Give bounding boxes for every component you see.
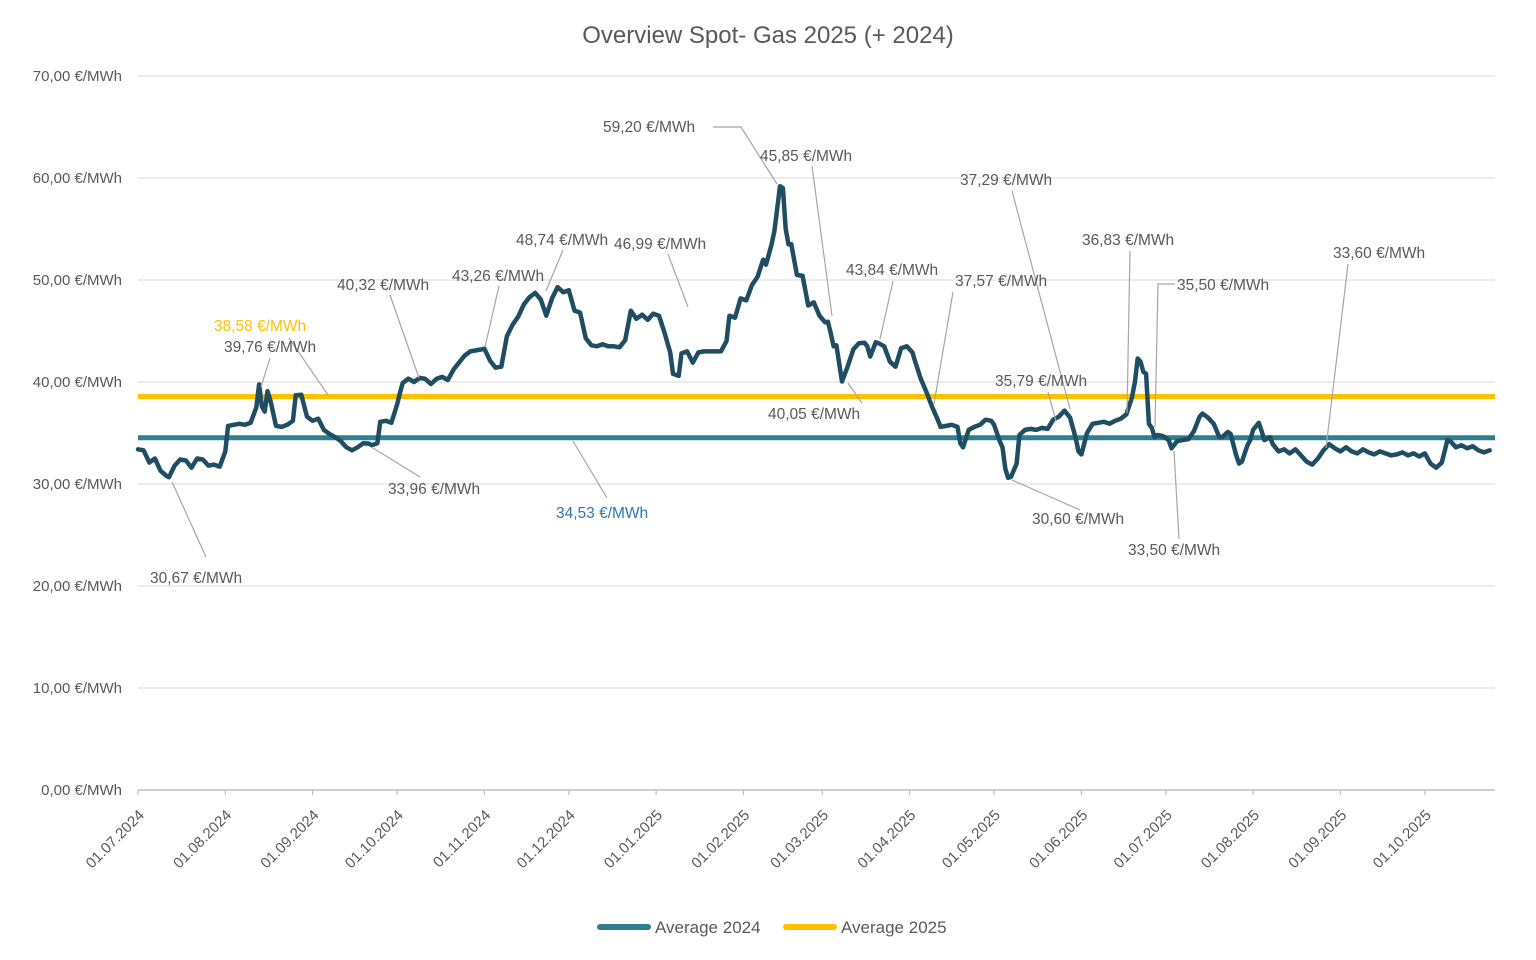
x-axis-tick-label: 01.11.2024 <box>430 807 494 871</box>
annotation-label: 33,96 €/MWh <box>388 481 480 498</box>
legend: Average 2024 Average 2025 <box>597 918 947 937</box>
y-axis-tick-label: 70,00 €/MWh <box>33 68 122 85</box>
annotation-label: 43,26 €/MWh <box>452 268 544 285</box>
legend-label-average-2024[interactable]: Average 2024 <box>655 918 761 937</box>
x-axis-tick-label: 01.08.2025 <box>1198 807 1263 872</box>
x-axis-tick-label: 01.07.2024 <box>83 807 148 872</box>
x-axis-tick-label: 01.05.2025 <box>939 807 1004 872</box>
annotation-leader-line <box>1173 450 1180 540</box>
annotation-leader-line <box>1047 391 1057 422</box>
x-axis-tick-label: 01.06.2025 <box>1026 807 1091 872</box>
annotation-label: 35,50 €/MWh <box>1177 277 1269 294</box>
x-axis-tick-label: 01.12.2024 <box>514 807 579 872</box>
annotation-label: 40,05 €/MWh <box>768 406 860 423</box>
gridlines <box>138 75 1495 791</box>
annotation-leader-line <box>1011 190 1071 410</box>
annotation-label: 30,60 €/MWh <box>1032 511 1124 528</box>
spot-price-line[interactable] <box>135 183 1492 481</box>
annotation-leader-line <box>1325 263 1349 449</box>
annotation-label: 43,84 €/MWh <box>846 262 938 279</box>
x-axis-tick-label: 01.10.2025 <box>1370 807 1435 872</box>
y-axis-tick-label: 40,00 €/MWh <box>33 374 122 391</box>
annotation-label: 33,50 €/MWh <box>1128 542 1220 559</box>
annotation-leader-line <box>572 440 608 499</box>
y-axis-tick-label: 0,00 €/MWh <box>41 782 122 799</box>
y-axis-labels: 70,00 €/MWh 60,00 €/MWh 50,00 €/MWh 40,00 €… <box>33 68 122 799</box>
annotation-leader-line <box>484 285 500 348</box>
annotations: 30,67 €/MWh 38,58 €/MWh 39,76 €/MWh 40,32 €… <box>150 119 1425 587</box>
y-axis-tick-label: 30,00 €/MWh <box>33 476 122 493</box>
annotation-leader-line <box>847 382 863 404</box>
annotation-leader-line <box>667 253 689 308</box>
annotation-label: 48,74 €/MWh <box>516 232 608 249</box>
annotation-label: 33,60 €/MWh <box>1333 245 1425 262</box>
annotation-label: 37,57 €/MWh <box>955 273 1047 290</box>
x-axis-tick-label: 01.07.2025 <box>1111 807 1176 872</box>
annotation-label: 40,32 €/MWh <box>337 277 429 294</box>
annotation-leader-line <box>288 337 329 396</box>
y-axis-tick-label: 60,00 €/MWh <box>33 170 122 187</box>
annotation-label: 39,76 €/MWh <box>224 339 316 356</box>
x-axis-tick-label: 01.10.2024 <box>342 807 407 872</box>
annotation-leader-line <box>879 280 894 340</box>
y-axis-tick-label: 50,00 €/MWh <box>33 272 122 289</box>
annotation-leader-line <box>260 357 271 388</box>
x-axis-labels: 01.07.2024 01.08.2024 01.09.2024 01.10.2024… <box>83 790 1435 872</box>
x-axis-tick-label: 01.09.2025 <box>1285 807 1350 872</box>
x-axis-tick-label: 01.01.2025 <box>601 807 666 872</box>
annotation-leader-line <box>933 291 954 405</box>
annotation-label: 35,79 €/MWh <box>995 373 1087 390</box>
annotation-leader-line <box>1011 479 1081 511</box>
annotation-label: 37,29 €/MWh <box>960 172 1052 189</box>
annotation-leader-line <box>389 294 420 379</box>
x-axis-tick-label: 01.04.2025 <box>854 807 919 872</box>
annotation-leader-line <box>1126 250 1131 414</box>
legend-label-average-2025[interactable]: Average 2025 <box>841 918 947 937</box>
price-series <box>135 183 1492 481</box>
x-axis-tick-label: 01.03.2025 <box>767 807 832 872</box>
chart-title: Overview Spot- Gas 2025 (+ 2024) <box>582 22 954 49</box>
annotation-leader-line <box>372 447 421 478</box>
x-axis-tick-label: 01.02.2025 <box>688 807 753 872</box>
y-axis-tick-label: 10,00 €/MWh <box>33 680 122 697</box>
annotation-leader-line <box>1154 283 1175 428</box>
y-axis-tick-label: 20,00 €/MWh <box>33 578 122 595</box>
annotation-label: 46,99 €/MWh <box>614 236 706 253</box>
annotation-label: 34,53 €/MWh <box>556 505 648 522</box>
annotation-leader-line <box>545 249 564 292</box>
annotation-label: 30,67 €/MWh <box>150 570 242 587</box>
x-axis-tick-label: 01.09.2024 <box>257 807 322 872</box>
annotation-label: 38,58 €/MWh <box>214 318 306 335</box>
annotation-leader-line <box>171 481 207 558</box>
annotation-label: 36,83 €/MWh <box>1082 232 1174 249</box>
annotation-leader-line <box>811 165 833 317</box>
annotation-label: 45,85 €/MWh <box>760 148 852 165</box>
annotation-leader-line <box>713 126 778 185</box>
x-axis-tick-label: 01.08.2024 <box>170 807 235 872</box>
annotation-label: 59,20 €/MWh <box>603 119 695 136</box>
